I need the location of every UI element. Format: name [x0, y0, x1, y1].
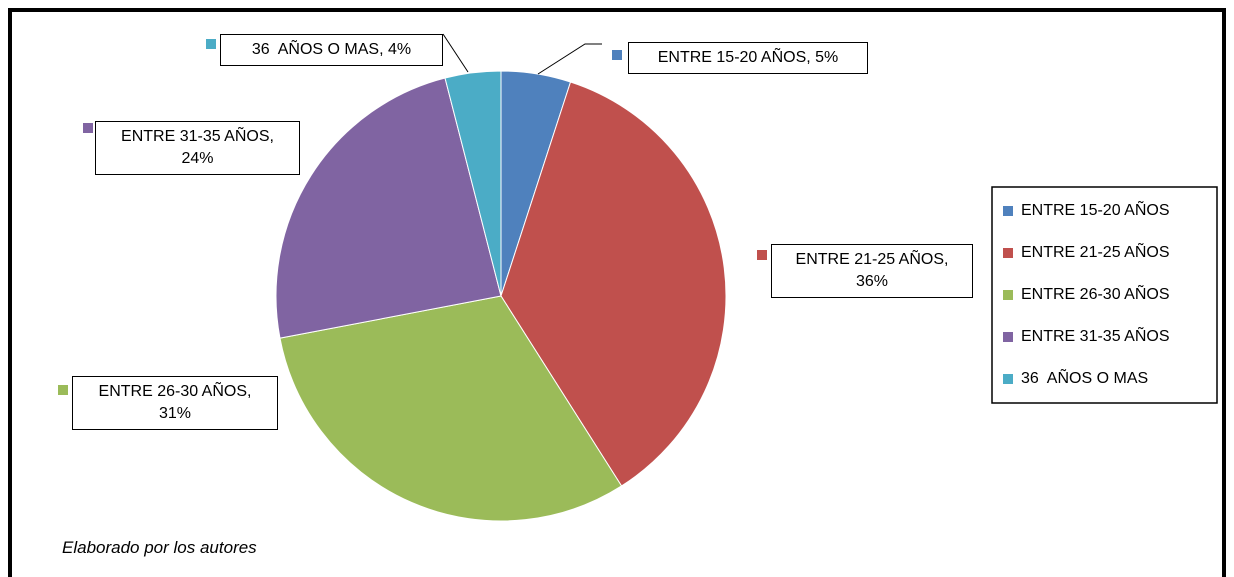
label-swatch [612, 50, 622, 60]
pie-slice [279, 295, 623, 522]
legend-swatch [1003, 374, 1013, 384]
leader-line [442, 33, 469, 73]
pie-slice [444, 70, 502, 297]
legend-label: ENTRE 15-20 AÑOS [1021, 202, 1170, 219]
legend-swatch [1003, 206, 1013, 216]
frame [8, 8, 1226, 577]
data-label: ENTRE 26-30 AÑOS, 31% [72, 376, 278, 430]
data-label: ENTRE 21-25 AÑOS, 36% [771, 244, 973, 298]
label-swatch [58, 385, 68, 395]
pie-slice [500, 81, 727, 487]
legend-label: 36 AÑOS O MAS [1021, 370, 1149, 387]
label-swatch [206, 39, 216, 49]
pie-slice [275, 77, 502, 339]
leader-line [537, 43, 602, 75]
legend-box [991, 186, 1218, 404]
data-label: ENTRE 31-35 AÑOS, 24% [95, 121, 300, 175]
label-swatch [757, 250, 767, 260]
legend-label: ENTRE 21-25 AÑOS [1021, 244, 1170, 261]
label-swatch [83, 123, 93, 133]
legend-label: ENTRE 26-30 AÑOS [1021, 286, 1170, 303]
legend-label: ENTRE 31-35 AÑOS [1021, 328, 1170, 345]
legend-swatch [1003, 290, 1013, 300]
data-label: ENTRE 15-20 AÑOS, 5% [628, 42, 868, 74]
legend-swatch [1003, 332, 1013, 342]
source-note: Elaborado por los autores [62, 538, 257, 557]
legend-swatch [1003, 248, 1013, 258]
data-label: 36 AÑOS O MAS, 4% [220, 34, 443, 66]
